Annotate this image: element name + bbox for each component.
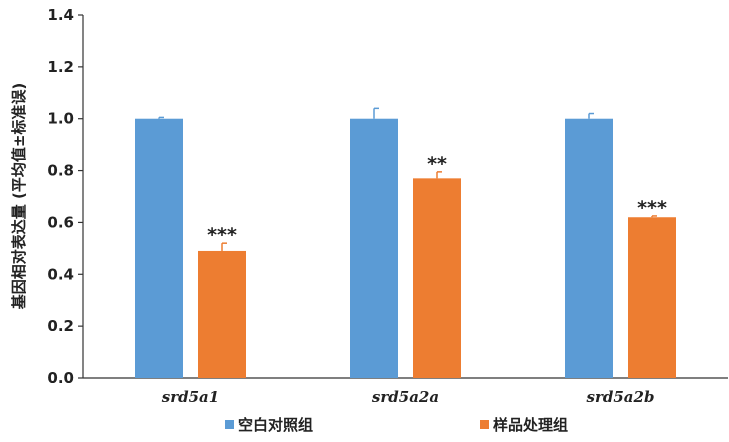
bar xyxy=(135,118,183,378)
legend-label: 空白对照组 xyxy=(238,416,313,434)
legend: 空白对照组 样品处理组 xyxy=(225,416,568,434)
y-tick-label: 0.4 xyxy=(47,265,74,283)
bar xyxy=(198,250,246,378)
category-labels: srd5a1 srd5a2a srd5a2b xyxy=(162,388,655,406)
y-tick-label: 0.6 xyxy=(47,213,74,231)
significance-label: *** xyxy=(637,197,667,219)
legend-label: 样品处理组 xyxy=(493,416,568,434)
bar xyxy=(350,118,398,378)
x-tick-label: srd5a2a xyxy=(372,388,439,406)
legend-swatch xyxy=(480,420,489,429)
bar xyxy=(628,217,676,378)
y-tick-label: 1.2 xyxy=(47,58,74,76)
y-tick-label: 1.4 xyxy=(47,6,74,24)
bar xyxy=(413,178,461,378)
significance-label: ** xyxy=(427,153,447,175)
legend-swatch xyxy=(225,420,234,429)
y-tick-label: 0.0 xyxy=(47,369,74,387)
significance-label: *** xyxy=(207,224,237,246)
x-tick-label: srd5a1 xyxy=(162,388,219,406)
bars: ******** xyxy=(135,107,676,378)
x-tick-label: srd5a2b xyxy=(587,388,655,406)
bar xyxy=(565,118,613,378)
y-tick-label: 0.2 xyxy=(47,317,74,335)
y-tick-label: 1.0 xyxy=(47,110,74,128)
y-tick-label: 0.8 xyxy=(47,162,74,180)
y-axis: 0.0 0.2 0.4 0.6 0.8 1.0 1.2 1.4 xyxy=(47,6,728,387)
y-axis-label: 基因相对表达量 (平均值±标准误) xyxy=(10,83,28,311)
